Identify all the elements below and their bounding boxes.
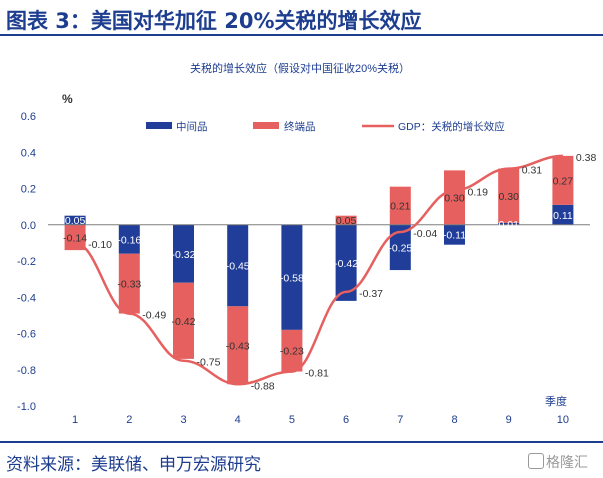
bar-final [173,282,194,359]
line-gdp-label: 0.19 [468,186,489,198]
line-gdp-label: 0.31 [522,165,543,177]
y-tick-label: 0.6 [21,111,36,123]
bar-final [389,186,411,225]
bar-final [335,215,357,225]
bar-final [118,253,140,314]
y-tick-label: -0.2 [17,256,36,268]
y-tick-label: 0.4 [21,147,36,159]
watermark-text: 格隆汇 [546,455,588,471]
line-gdp-label: 0.38 [576,152,597,164]
legend-label-gdp: GDP：关税的增长效应 [398,120,505,133]
line-gdp-label: -0.75 [197,357,221,369]
bar-intermediate-label: -0.16 [117,234,141,246]
line-gdp-label: -0.81 [305,368,329,380]
growth-effect-chart: 关税的增长效应（假设对中国征收20%关税）% 0.6 0.4 0.2 0.0 -0.2 -0… [17,61,597,426]
bar-final-label: 0.30 [444,193,465,205]
line-gdp-label: -0.88 [251,380,275,392]
bar-final-label: -0.33 [117,279,141,291]
bar-intermediate [227,224,249,307]
x-axis-label: 季度 [545,394,567,408]
line-gdp-label: -0.37 [359,288,383,300]
x-tick-label: 1 [72,414,78,426]
y-axis-unit: % [62,92,73,106]
line-gdp-label: -0.10 [88,239,112,251]
bar-intermediate-label: -0.42 [334,258,358,270]
bar-final [227,306,249,385]
bar-intermediate-label: -0.11 [443,230,466,242]
line-gdp-label: -0.49 [142,310,166,322]
bar-final-label: 0.30 [498,191,519,203]
x-tick-label: 5 [289,414,295,426]
source-note: 资料来源：美联储、申万宏源研究 [6,455,261,475]
bar-final-label: -0.23 [280,346,304,358]
bar-intermediate [64,215,86,225]
legend-swatch-intermediate [146,122,172,129]
x-tick-label: 2 [126,414,132,426]
y-tick-label: -0.4 [17,292,36,304]
bar-intermediate-label: -0.32 [172,249,196,261]
figure-title: 图表 3：美国对华加征 20%关税的增长效应 [6,9,422,33]
bar-intermediate [281,224,303,330]
bar-final-label: 0.27 [553,175,574,187]
x-tick-label: 6 [343,414,349,426]
bar-final-label: 0.21 [390,201,411,213]
bar-final-label: -0.42 [172,316,196,328]
bar-intermediate [444,224,465,245]
bar-final-label: -0.43 [226,340,250,352]
legend-label-final: 终端品 [284,120,316,133]
bar-intermediate [173,224,194,283]
x-tick-label: 10 [557,414,569,426]
y-tick-label: -0.8 [17,365,36,377]
x-tick-label: 3 [180,414,186,426]
watermark-logo-icon [528,453,544,469]
bar-final-label: -0.14 [63,232,87,244]
y-tick-label: -1.0 [17,401,36,413]
bar-intermediate-label: -0.58 [280,272,304,284]
legend-label-intermediate: 中间品 [176,120,208,133]
x-tick-label: 8 [451,414,457,426]
series-line-gdp [74,154,563,386]
bar-intermediate-label: -0.25 [388,242,412,254]
bottom-rule [0,441,603,443]
bar-intermediate-label: 0.05 [65,215,86,227]
bar-final-label: 0.05 [336,215,357,227]
bar-final [552,155,574,205]
bar-intermediate-label: 0.11 [553,210,573,222]
x-tick-label: 9 [506,414,512,426]
y-tick-label: -0.6 [17,329,36,341]
top-rule [0,34,603,36]
bar-final [498,168,520,223]
bar-intermediate [552,204,574,225]
watermark: 格隆汇 [528,452,588,472]
bar-final [281,329,303,372]
line-gdp-label: -0.04 [413,228,437,240]
bar-final [444,170,465,225]
bar-intermediate-label: 0.01 [498,219,519,231]
x-tick-label: 4 [235,414,241,426]
y-tick-label: 0.0 [21,220,36,232]
x-tick-label: 7 [397,414,403,426]
bar-intermediate [498,222,520,225]
bar-intermediate [118,224,140,254]
legend-swatch-final [253,122,279,129]
bar-intermediate [389,224,411,271]
chart-title: 关税的增长效应（假设对中国征收20%关税） [190,61,410,75]
bar-intermediate-label: -0.45 [226,261,250,273]
y-tick-label: 0.2 [21,184,36,196]
bar-intermediate [335,224,357,301]
